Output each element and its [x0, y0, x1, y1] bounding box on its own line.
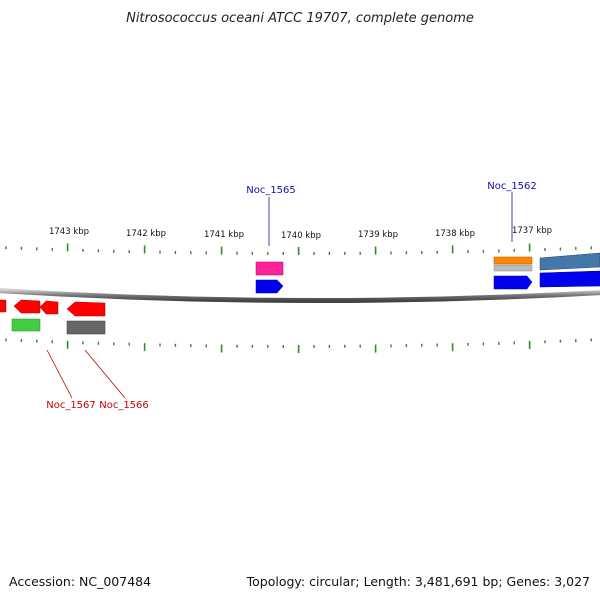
gene-feature[interactable] — [493, 275, 533, 290]
gene-feature-noc1567[interactable] — [11, 318, 41, 332]
leader-line-noc1566 — [84, 349, 126, 399]
gene-feature[interactable] — [255, 279, 284, 294]
scale-label: 1738 kbp — [435, 229, 475, 239]
gene-feature[interactable] — [0, 299, 7, 313]
gene-feature[interactable] — [13, 299, 41, 314]
gene-feature[interactable] — [539, 270, 600, 288]
scale-label: 1742 kbp — [126, 229, 166, 239]
map-title: Nitrosococcus oceani ATCC 19707, complet… — [126, 11, 474, 26]
gene-label-noc1565[interactable]: Noc_1565 — [246, 185, 296, 196]
genome-summary-text: Topology: circular; Length: 3,481,691 bp… — [246, 574, 590, 589]
gene-label-noc1562[interactable]: Noc_1562 — [487, 181, 537, 192]
gene-cluster-middle — [255, 261, 284, 294]
gene-feature-noc1566[interactable] — [66, 301, 106, 317]
scale-ticks-outer — [5, 243, 592, 255]
scale-label: 1741 kbp — [204, 230, 244, 240]
gene-label-noc1567[interactable]: Noc_1567 — [46, 400, 96, 411]
scale-label: 1737 kbp — [512, 226, 552, 236]
genome-backbone — [0, 288, 600, 304]
scale-label: 1743 kbp — [49, 227, 89, 237]
accession-text: Accession: NC_007484 — [9, 574, 151, 589]
gene-feature[interactable] — [39, 300, 59, 315]
gene-feature[interactable] — [493, 264, 533, 272]
gene-cluster-left — [0, 299, 106, 335]
gene-feature-noc1565[interactable] — [255, 261, 284, 276]
gene-feature[interactable] — [539, 252, 600, 271]
scale-labels: 1743 kbp 1742 kbp 1741 kbp 1740 kbp 1739… — [49, 226, 552, 241]
gene-feature[interactable] — [66, 320, 106, 335]
leader-line-noc1567 — [46, 349, 73, 399]
scale-label: 1739 kbp — [358, 230, 398, 240]
scale-label: 1740 kbp — [281, 231, 321, 241]
gene-cluster-right — [493, 252, 600, 290]
gene-label-noc1566[interactable]: Noc_1566 — [99, 400, 149, 411]
gene-feature-noc1562[interactable] — [493, 256, 533, 265]
scale-ticks-inner — [5, 338, 592, 353]
